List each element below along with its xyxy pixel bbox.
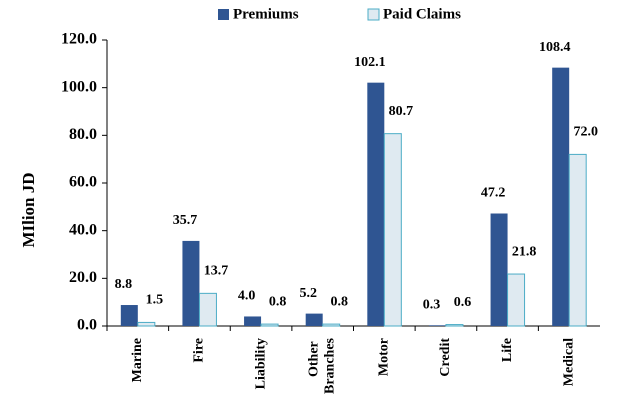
- bar: [490, 213, 508, 326]
- data-label: 0.8: [330, 294, 348, 309]
- x-tick-label: Credit: [438, 338, 453, 377]
- bar: [552, 67, 570, 326]
- bar: [322, 323, 341, 327]
- data-label: 108.4: [539, 40, 571, 55]
- bar: [182, 240, 200, 326]
- bar: [244, 316, 262, 326]
- bar: [367, 82, 385, 326]
- data-label: 35.7: [173, 213, 198, 228]
- data-label: 72.0: [573, 125, 598, 140]
- data-label: 0.8: [269, 294, 287, 309]
- x-tick-label: Liability: [253, 338, 268, 389]
- data-label: 4.0: [238, 289, 256, 304]
- bar: [507, 273, 526, 327]
- y-tick-label: 0.0: [77, 317, 97, 334]
- y-axis-label: MIlion JD: [19, 172, 38, 247]
- legend-swatch: [218, 9, 229, 20]
- data-label: 0.3: [423, 298, 441, 313]
- x-tick-label: Medical: [561, 338, 576, 386]
- x-tick-label: Motor: [377, 338, 392, 376]
- bar: [120, 305, 138, 326]
- data-label: 13.7: [204, 264, 229, 279]
- bar: [428, 325, 446, 326]
- x-tick-label: Other Branches: [307, 337, 338, 394]
- y-tick-label: 120.0: [61, 31, 97, 48]
- y-tick-label: 60.0: [69, 174, 97, 191]
- bar: [198, 292, 217, 327]
- data-label: 0.6: [454, 295, 472, 310]
- y-tick-label: 40.0: [69, 221, 97, 238]
- x-tick-label: Life: [500, 338, 515, 362]
- x-tick-label: Marine: [130, 338, 145, 382]
- data-label: 47.2: [481, 186, 506, 201]
- bar: [383, 133, 402, 327]
- data-label: 5.2: [299, 286, 317, 301]
- data-label: 102.1: [354, 55, 386, 70]
- bar: [445, 324, 464, 327]
- bar: [568, 153, 587, 327]
- data-label: 21.8: [512, 244, 537, 259]
- legend-swatch: [367, 8, 380, 21]
- bar: [260, 323, 279, 327]
- bar: [137, 321, 156, 327]
- x-tick-label: Fire: [192, 338, 207, 363]
- legend-label: Premiums: [233, 6, 299, 22]
- data-label: 8.8: [115, 277, 133, 292]
- y-tick-label: 80.0: [69, 126, 97, 143]
- bar: [305, 313, 323, 326]
- y-tick-label: 100.0: [61, 78, 97, 95]
- data-label: 80.7: [389, 104, 414, 119]
- data-label: 1.5: [146, 293, 164, 308]
- y-tick-label: 20.0: [69, 269, 97, 286]
- legend-label: Paid Claims: [383, 6, 461, 22]
